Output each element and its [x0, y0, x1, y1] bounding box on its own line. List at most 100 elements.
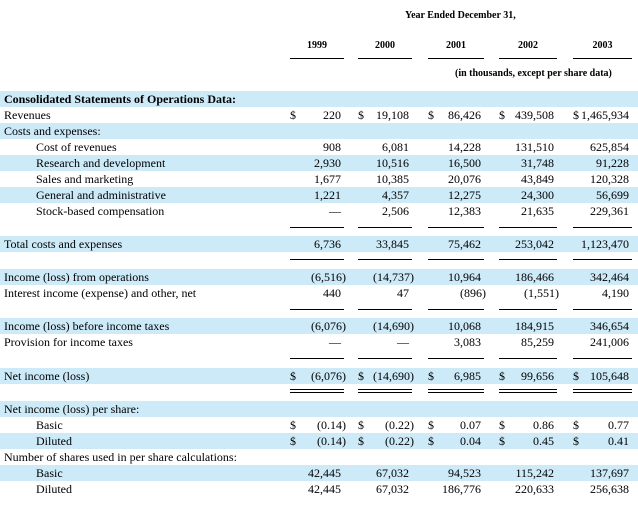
column-rule	[428, 259, 484, 260]
amount: (1,551)	[524, 286, 559, 300]
value-cell: 342,464	[571, 269, 634, 285]
value-cell: $86,426	[426, 107, 486, 123]
amount: 2,930	[314, 156, 341, 170]
row-label: Net income (loss)	[4, 369, 90, 383]
value-cell: 67,032	[356, 465, 414, 481]
row-label: Costs and expenses:	[4, 124, 101, 138]
value-cell: 91,228	[571, 155, 634, 171]
column-rule	[428, 358, 484, 359]
table-row: Total costs and expenses 6,736 33,845 75,46…	[0, 236, 638, 252]
amount: 1,123,470	[581, 237, 629, 251]
amount: 4,357	[382, 188, 409, 202]
period-heading: Year Ended December 31,	[405, 10, 516, 21]
amount: 0.77	[608, 418, 629, 432]
column-rule	[573, 259, 632, 260]
amount: 2,506	[382, 204, 409, 218]
value-cell: 256,638	[571, 481, 634, 497]
value-cell: 10,068	[426, 318, 486, 334]
value-cell: $1,465,934	[571, 107, 634, 123]
table-row: Costs and expenses:	[0, 123, 638, 139]
value-cell: 137,697	[571, 465, 634, 481]
currency-sign: $	[358, 434, 364, 448]
column-rule	[290, 358, 344, 359]
value-cell: 241,006	[571, 334, 634, 350]
table-row: Number of shares used in per share calcu…	[0, 449, 638, 465]
column-rule	[428, 392, 484, 393]
currency-sign: $	[428, 108, 434, 122]
value-cell: $0.04	[426, 433, 486, 449]
amount: 85,259	[521, 335, 554, 349]
value-cell: $ (0.22)	[356, 417, 414, 433]
row-label: Diluted	[36, 434, 72, 448]
amount: 220,633	[515, 482, 554, 496]
amount: (6,076)	[311, 369, 346, 383]
table-row: Provision for income taxes — — 3,083 85,259 2…	[0, 334, 638, 350]
value-cell: 220,633	[497, 481, 559, 497]
header-rule	[290, 58, 344, 59]
row-label: Total costs and expenses	[4, 237, 123, 251]
column-rule	[290, 309, 344, 310]
value-cell: 186,776	[426, 481, 486, 497]
value-cell: 6,736	[288, 236, 346, 252]
value-cell: 131,510	[497, 139, 559, 155]
value-cell: 4,190	[571, 285, 634, 301]
year-heading: 2001	[446, 40, 466, 51]
row-label: Basic	[36, 418, 63, 432]
amount: 47	[397, 286, 409, 300]
amount: (14,690)	[373, 319, 414, 333]
amount: 440	[323, 286, 341, 300]
row-label: Cost of revenues	[36, 140, 117, 154]
amount: 137,697	[590, 466, 629, 480]
currency-sign: $	[358, 369, 364, 383]
amount: 256,638	[590, 482, 629, 496]
amount: 94,523	[448, 466, 481, 480]
value-cell: $ (6,076)	[288, 368, 346, 384]
table-row: Basic 42,445 67,032 94,523 115,242 137,697	[0, 465, 638, 481]
value-cell: 184,915	[497, 318, 559, 334]
units-note: (in thousands, except per share data)	[455, 68, 612, 79]
amount: 67,032	[376, 466, 409, 480]
column-rule	[290, 227, 344, 228]
value-cell: 47	[356, 285, 414, 301]
amount: 33,845	[376, 237, 409, 251]
currency-sign: $	[573, 434, 579, 448]
currency-sign: $	[573, 418, 579, 432]
amount: 24,300	[521, 188, 554, 202]
amount: 10,964	[448, 270, 481, 284]
amount: 439,508	[515, 108, 554, 122]
amount: —	[329, 335, 341, 349]
amount: 31,748	[521, 156, 554, 170]
value-cell: 85,259	[497, 334, 559, 350]
amount: 346,654	[590, 319, 629, 333]
amount: (0.14)	[317, 418, 346, 432]
amount: 91,228	[596, 156, 629, 170]
header-rule	[358, 58, 412, 59]
currency-sign: $	[573, 369, 579, 383]
amount: 6,081	[382, 140, 409, 154]
column-rule	[358, 392, 412, 393]
currency-sign: $	[358, 108, 364, 122]
amount: 908	[323, 140, 341, 154]
amount: 4,190	[602, 286, 629, 300]
amount: —	[329, 204, 341, 218]
currency-sign: $	[428, 434, 434, 448]
amount: 241,006	[590, 335, 629, 349]
header-rule	[428, 58, 484, 59]
value-cell: 12,275	[426, 187, 486, 203]
amount: 16,500	[448, 156, 481, 170]
amount: 342,464	[590, 270, 629, 284]
value-cell: $99,656	[497, 368, 559, 384]
value-cell: 31,748	[497, 155, 559, 171]
value-cell: $0.07	[426, 417, 486, 433]
value-cell: $19,108	[356, 107, 414, 123]
row-label: Revenues	[4, 108, 51, 122]
column-rule	[499, 259, 557, 260]
amount: (14,690)	[373, 369, 414, 383]
value-cell: 1,677	[288, 171, 346, 187]
value-cell: $0.41	[571, 433, 634, 449]
column-rule	[358, 309, 412, 310]
column-rule	[499, 389, 557, 390]
amount: 186,466	[515, 270, 554, 284]
value-cell: —	[288, 334, 346, 350]
